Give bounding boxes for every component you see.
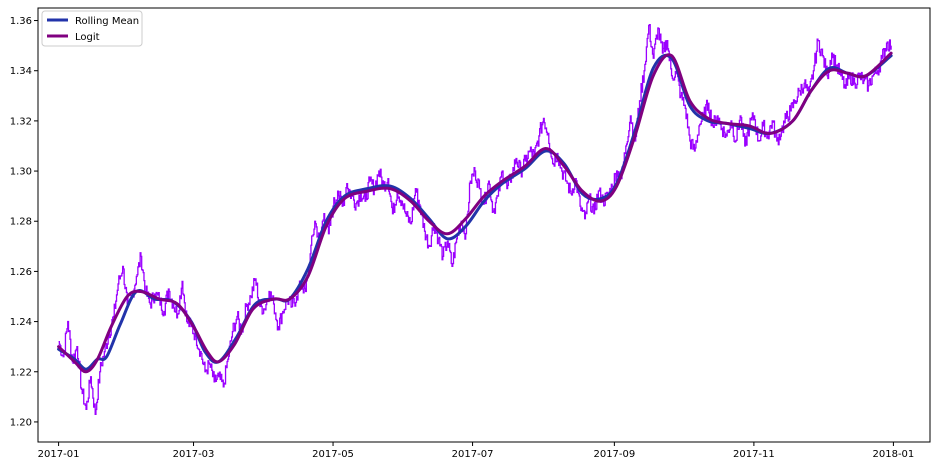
- legend: Rolling Mean Logit: [41, 10, 143, 47]
- y-tick-label: 1.36: [10, 16, 32, 27]
- y-tick-label: 1.24: [10, 317, 32, 328]
- x-tick-label: 2017-07: [452, 449, 494, 460]
- series-line-logit: [57, 51, 893, 374]
- x-tick-label: 2017-01: [38, 449, 80, 460]
- x-tick-label: 2017-11: [733, 449, 775, 460]
- y-tick-label: 1.22: [10, 367, 32, 378]
- y-axis: 1.20 1.22 1.24 1.26 1.28 1.30 1.32 1.34 1.36: [10, 16, 38, 428]
- series-line-raw-price: [58, 24, 892, 416]
- plot-frame: [37, 7, 931, 443]
- x-axis: 2017-01 2017-03 2017-05 2017-07 2017-09 2017-…: [38, 442, 915, 460]
- series-layer: [57, 24, 893, 416]
- x-tick-label: 2018-01: [873, 449, 915, 460]
- y-tick-label: 1.26: [10, 267, 32, 278]
- x-tick-label: 2017-05: [312, 449, 354, 460]
- x-tick-label: 2017-09: [593, 449, 635, 460]
- y-tick-label: 1.30: [10, 167, 32, 178]
- y-tick-label: 1.28: [10, 217, 32, 228]
- plot-area: [38, 8, 930, 442]
- y-tick-label: 1.32: [10, 116, 32, 127]
- legend-label-logit: Logit: [75, 32, 100, 43]
- x-tick-label: 2017-03: [173, 449, 215, 460]
- y-tick-label: 1.20: [10, 417, 32, 428]
- legend-label-rolling-mean: Rolling Mean: [75, 16, 139, 27]
- y-tick-label: 1.34: [10, 66, 32, 77]
